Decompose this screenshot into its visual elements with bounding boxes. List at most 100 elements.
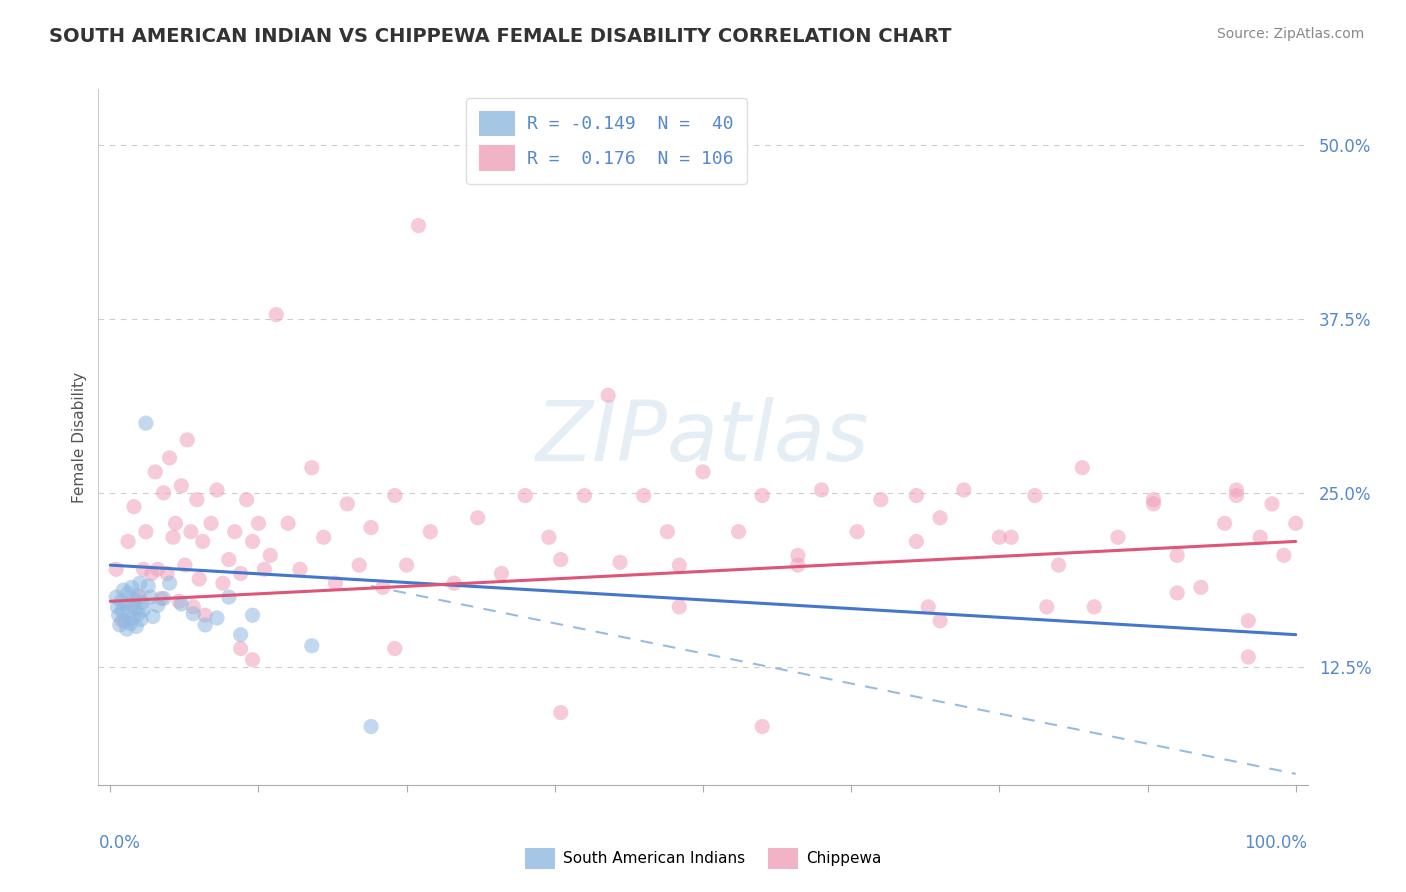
Point [633, 489, 655, 503]
Point [929, 614, 952, 628]
Point [181, 607, 204, 621]
Legend: R = -0.149  N =  40, R =  0.176  N = 106: R = -0.149 N = 40, R = 0.176 N = 106 [465, 98, 747, 184]
Point [443, 576, 465, 591]
Point [550, 552, 572, 566]
Point [122, 593, 145, 607]
Point [668, 558, 690, 573]
Point [869, 492, 891, 507]
Point [668, 599, 690, 614]
Point [247, 516, 270, 531]
Point [135, 416, 157, 430]
Point [142, 609, 165, 624]
Point [917, 599, 939, 614]
Point [129, 576, 152, 591]
Point [1225, 483, 1247, 497]
Point [1071, 460, 1094, 475]
Point [235, 492, 257, 507]
Point [176, 433, 198, 447]
Point [384, 489, 406, 503]
Point [609, 555, 631, 569]
Point [1237, 649, 1260, 664]
Point [1272, 549, 1295, 563]
Point [115, 622, 138, 636]
Point [121, 611, 143, 625]
Point [491, 566, 513, 581]
Point [200, 516, 222, 531]
Point [136, 579, 159, 593]
Point [229, 628, 252, 642]
Point [810, 483, 832, 497]
Point [105, 590, 128, 604]
Point [846, 524, 869, 539]
Point [111, 604, 134, 618]
Point [229, 566, 252, 581]
Point [218, 590, 240, 604]
Point [146, 599, 169, 613]
Point [121, 580, 143, 594]
Point [118, 606, 141, 620]
Point [395, 558, 418, 573]
Point [1047, 558, 1070, 573]
Point [162, 530, 184, 544]
Point [117, 586, 139, 600]
Point [132, 562, 155, 576]
Point [224, 524, 246, 539]
Point [110, 594, 132, 608]
Text: 0.0%: 0.0% [98, 834, 141, 852]
Point [259, 549, 281, 563]
Point [105, 599, 128, 614]
Point [122, 500, 145, 514]
Text: ZIPatlas: ZIPatlas [536, 397, 870, 477]
Point [139, 590, 162, 604]
Point [1036, 599, 1059, 614]
Point [218, 552, 240, 566]
Point [751, 489, 773, 503]
Text: SOUTH AMERICAN INDIAN VS CHIPPEWA FEMALE DISABILITY CORRELATION CHART: SOUTH AMERICAN INDIAN VS CHIPPEWA FEMALE… [49, 27, 952, 45]
Point [112, 583, 135, 598]
Point [111, 614, 134, 628]
Point [188, 572, 211, 586]
Point [156, 566, 179, 581]
Point [277, 516, 299, 531]
Point [135, 524, 157, 539]
Legend: South American Indians, Chippewa: South American Indians, Chippewa [519, 841, 887, 875]
Point [537, 530, 560, 544]
Point [301, 639, 323, 653]
Point [1083, 599, 1105, 614]
Point [170, 597, 193, 611]
Point [751, 719, 773, 733]
Point [129, 612, 152, 626]
Point [114, 597, 136, 611]
Point [360, 520, 382, 534]
Point [242, 653, 264, 667]
Point [132, 602, 155, 616]
Point [141, 566, 163, 581]
Point [727, 524, 749, 539]
Point [105, 562, 128, 576]
Point [107, 608, 129, 623]
Point [1142, 492, 1164, 507]
Point [117, 534, 139, 549]
Point [786, 549, 808, 563]
Point [159, 450, 181, 465]
Point [212, 576, 235, 591]
Point [1166, 586, 1188, 600]
Point [905, 534, 928, 549]
Point [515, 489, 537, 503]
Point [165, 516, 187, 531]
Point [360, 719, 382, 733]
Point [1024, 489, 1046, 503]
Point [550, 706, 572, 720]
Point [205, 483, 228, 497]
Point [120, 616, 142, 631]
Point [288, 562, 311, 576]
Point [181, 599, 204, 614]
Point [194, 618, 217, 632]
Point [347, 558, 370, 573]
Point [129, 590, 152, 604]
Point [242, 534, 264, 549]
Point [264, 308, 287, 322]
Point [1142, 497, 1164, 511]
Point [205, 611, 228, 625]
Point [114, 614, 136, 628]
